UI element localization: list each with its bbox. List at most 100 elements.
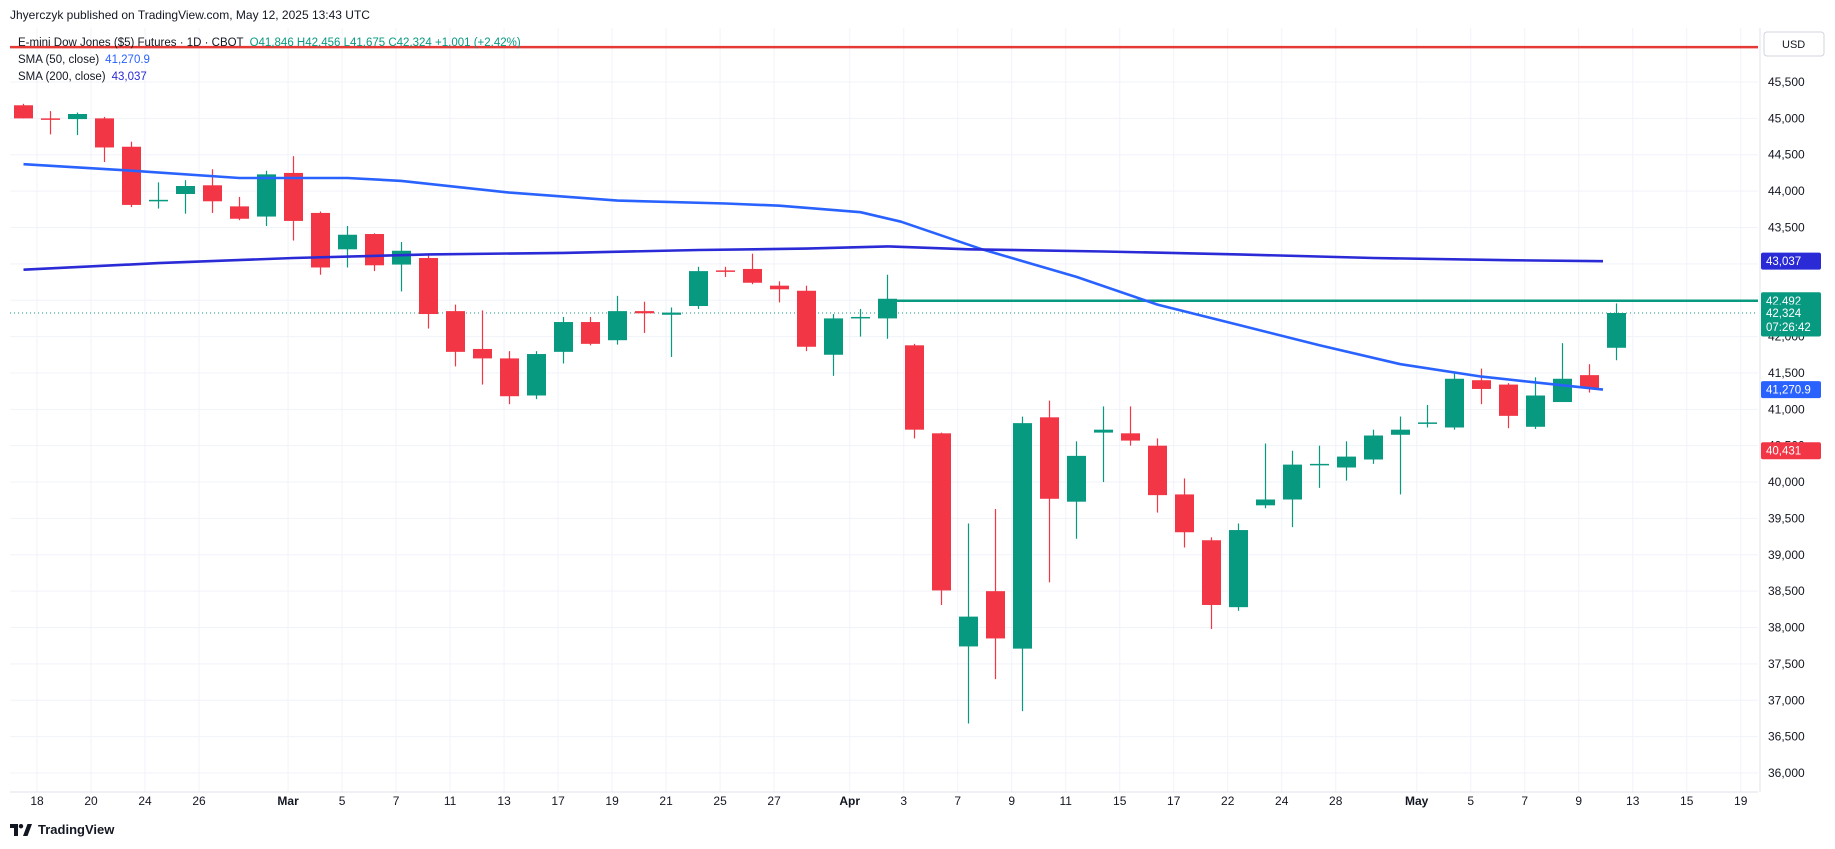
candle-body — [284, 172, 303, 221]
currency-label: USD — [1782, 39, 1805, 51]
candle-down — [986, 508, 1005, 680]
candle-body — [1013, 423, 1032, 649]
candle-body — [95, 118, 114, 148]
x-tick-label: 3 — [900, 794, 907, 808]
x-tick-label: 9 — [1008, 794, 1015, 808]
candle-down — [230, 196, 249, 221]
y-tick-label: 37,000 — [1768, 693, 1805, 707]
candle-down — [14, 103, 33, 119]
x-tick-label: 27 — [767, 794, 781, 808]
tradingview-logo-icon — [10, 823, 32, 836]
price-tag-countdown: 07:26:42 — [1766, 322, 1811, 334]
x-tick-label: 7 — [954, 794, 961, 808]
candle-body — [824, 318, 843, 355]
candle-up — [338, 226, 357, 268]
price-tag-bg — [1761, 304, 1821, 337]
tradingview-logo: TradingView — [10, 822, 114, 837]
candle-body — [446, 311, 465, 352]
candle-body — [1229, 530, 1248, 608]
tradingview-brand: TradingView — [38, 822, 115, 837]
candle-body — [14, 105, 33, 119]
candle-body — [1337, 456, 1356, 468]
candle-down — [1175, 478, 1194, 548]
candle-down — [905, 343, 924, 439]
x-tick-label: 11 — [444, 794, 457, 808]
candle-body — [392, 250, 411, 265]
candle-down — [1148, 438, 1167, 513]
candle-up — [851, 308, 870, 337]
candle-down — [284, 156, 303, 241]
x-tick-label: 19 — [1734, 794, 1748, 808]
candle-up — [878, 274, 897, 339]
candle-up — [1526, 377, 1545, 429]
x-tick-label: 9 — [1575, 794, 1582, 808]
x-tick-label: 28 — [1329, 794, 1343, 808]
candle-body — [1607, 313, 1626, 348]
y-tick-label: 38,000 — [1768, 621, 1805, 635]
x-tick-label: 21 — [659, 794, 673, 808]
candle-body — [1472, 380, 1491, 389]
candle-down — [311, 211, 330, 275]
candle-down — [473, 310, 492, 385]
price-tag-label: 43,037 — [1766, 256, 1801, 268]
candle-up — [1229, 523, 1248, 611]
y-tick-label: 41,500 — [1768, 366, 1805, 380]
candle-body — [770, 285, 789, 290]
candles — [14, 103, 1626, 724]
candle-up — [554, 316, 573, 364]
x-tick-label: 24 — [138, 794, 152, 808]
candle-body — [1580, 375, 1599, 389]
price-axis: 36,000 36,500 37,000 37,500 38,000 38,500 39,0… — [1763, 31, 1825, 780]
candle-down — [41, 111, 60, 135]
y-tick-label: 44,000 — [1768, 184, 1805, 198]
price-tag: 41,270.9 — [1761, 381, 1821, 399]
sma-50-line — [23, 162, 1604, 391]
candle-body — [1175, 494, 1194, 533]
candle-body — [932, 433, 951, 591]
candle-down — [446, 304, 465, 367]
price-tag-label: 41,270.9 — [1766, 385, 1811, 397]
price-tag-bg — [1761, 381, 1821, 399]
sma-200-line — [23, 245, 1604, 271]
candle-up — [689, 266, 708, 309]
candle-body — [959, 616, 978, 647]
chart-grid — [10, 28, 1761, 793]
x-tick-label: 7 — [1521, 794, 1528, 808]
candle-body — [986, 591, 1005, 639]
candle-down — [95, 116, 114, 163]
candle-body — [257, 174, 276, 217]
candle-body — [662, 312, 681, 315]
candle-body — [365, 234, 384, 266]
candle-body — [203, 185, 222, 202]
x-tick-label: 19 — [605, 794, 619, 808]
candle-down — [716, 266, 735, 277]
x-tick-label: 15 — [1680, 794, 1694, 808]
y-tick-label: 39,500 — [1768, 511, 1805, 525]
candle-down — [1472, 368, 1491, 405]
x-tick-label: 11 — [1059, 794, 1072, 808]
x-tick-label: 25 — [713, 794, 727, 808]
x-tick-label: 17 — [551, 794, 565, 808]
x-tick-label: 5 — [339, 794, 346, 808]
publish-info: Jhyerczyk published on TradingView.com, … — [10, 8, 370, 22]
candle-up — [1256, 443, 1275, 509]
candle-up — [1391, 416, 1410, 495]
price-tag-bg — [1761, 252, 1821, 270]
candle-body — [1202, 540, 1221, 605]
legend-ohlc: O41,846 H42,456 L41,675 C42,324 +1,001 (… — [249, 37, 521, 49]
candle-body — [527, 354, 546, 396]
candle-body — [68, 114, 87, 120]
x-tick-label: 20 — [84, 794, 98, 808]
candle-body — [797, 290, 816, 347]
candle-up — [1310, 445, 1329, 488]
candle-up — [527, 351, 546, 400]
y-tick-label: 40,000 — [1768, 475, 1805, 489]
currency-box — [1763, 31, 1825, 57]
candle-down — [419, 255, 438, 329]
time-axis: 18 20 24 26 Mar 5 7 11 13 17 19 21 25 27 Apr 3 7 9 11 15 17 2… — [30, 794, 1747, 808]
candle-down — [1499, 383, 1518, 429]
y-tick-label: 45,000 — [1768, 111, 1805, 125]
x-tick-label: 5 — [1467, 794, 1474, 808]
candle-body — [905, 345, 924, 430]
